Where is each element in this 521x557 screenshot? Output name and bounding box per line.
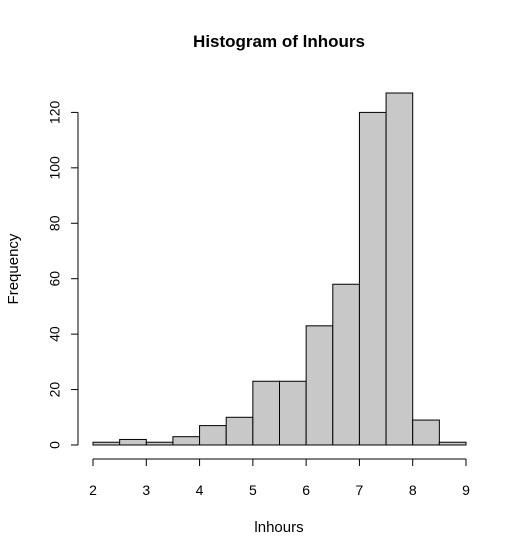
histogram-bar: [145, 441, 174, 446]
y-tick-label: 0: [47, 441, 63, 449]
y-tick-label: 80: [47, 215, 63, 231]
histogram-bar: [92, 441, 121, 446]
x-tick-label: 6: [302, 482, 310, 498]
histogram-bar: [438, 441, 467, 446]
histogram-bar: [305, 325, 334, 446]
histogram-bar: [332, 283, 360, 446]
histogram-bar: [385, 92, 414, 446]
histogram-bar: [252, 380, 281, 446]
x-tick-label: 4: [196, 482, 204, 498]
y-tick-label: 20: [47, 382, 63, 398]
histogram-bar: [358, 111, 387, 446]
chart-title: Histogram of lnhours: [193, 32, 365, 51]
y-axis: 0 20 40 60 80 100 120: [47, 101, 79, 449]
y-tick-label: 120: [47, 101, 63, 125]
x-tick-label: 9: [462, 482, 470, 498]
x-tick-label: 7: [356, 482, 364, 498]
x-tick-label: 8: [409, 482, 417, 498]
y-tick-label: 60: [47, 271, 63, 287]
x-tick-label: 3: [142, 482, 150, 498]
histogram-bar: [119, 438, 147, 446]
histogram-bar: [199, 425, 227, 446]
histogram-bar: [279, 380, 307, 446]
histogram-bar: [172, 436, 201, 446]
x-axis: 2 3 4 5 6 7 8 9: [89, 458, 470, 498]
x-tick-label: 5: [249, 482, 257, 498]
x-tick-label: 2: [89, 482, 97, 498]
y-axis-label: Frequency: [5, 233, 22, 304]
histogram-bar: [412, 419, 440, 446]
histogram-bar: [225, 416, 254, 446]
y-tick-label: 40: [47, 326, 63, 342]
bars-group: [92, 92, 467, 446]
y-tick-label: 100: [47, 156, 63, 180]
x-axis-label: lnhours: [254, 519, 303, 536]
